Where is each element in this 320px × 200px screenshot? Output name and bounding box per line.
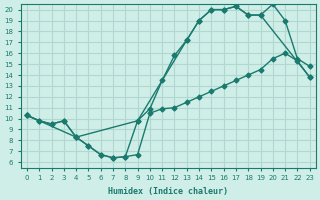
X-axis label: Humidex (Indice chaleur): Humidex (Indice chaleur) [108,187,228,196]
